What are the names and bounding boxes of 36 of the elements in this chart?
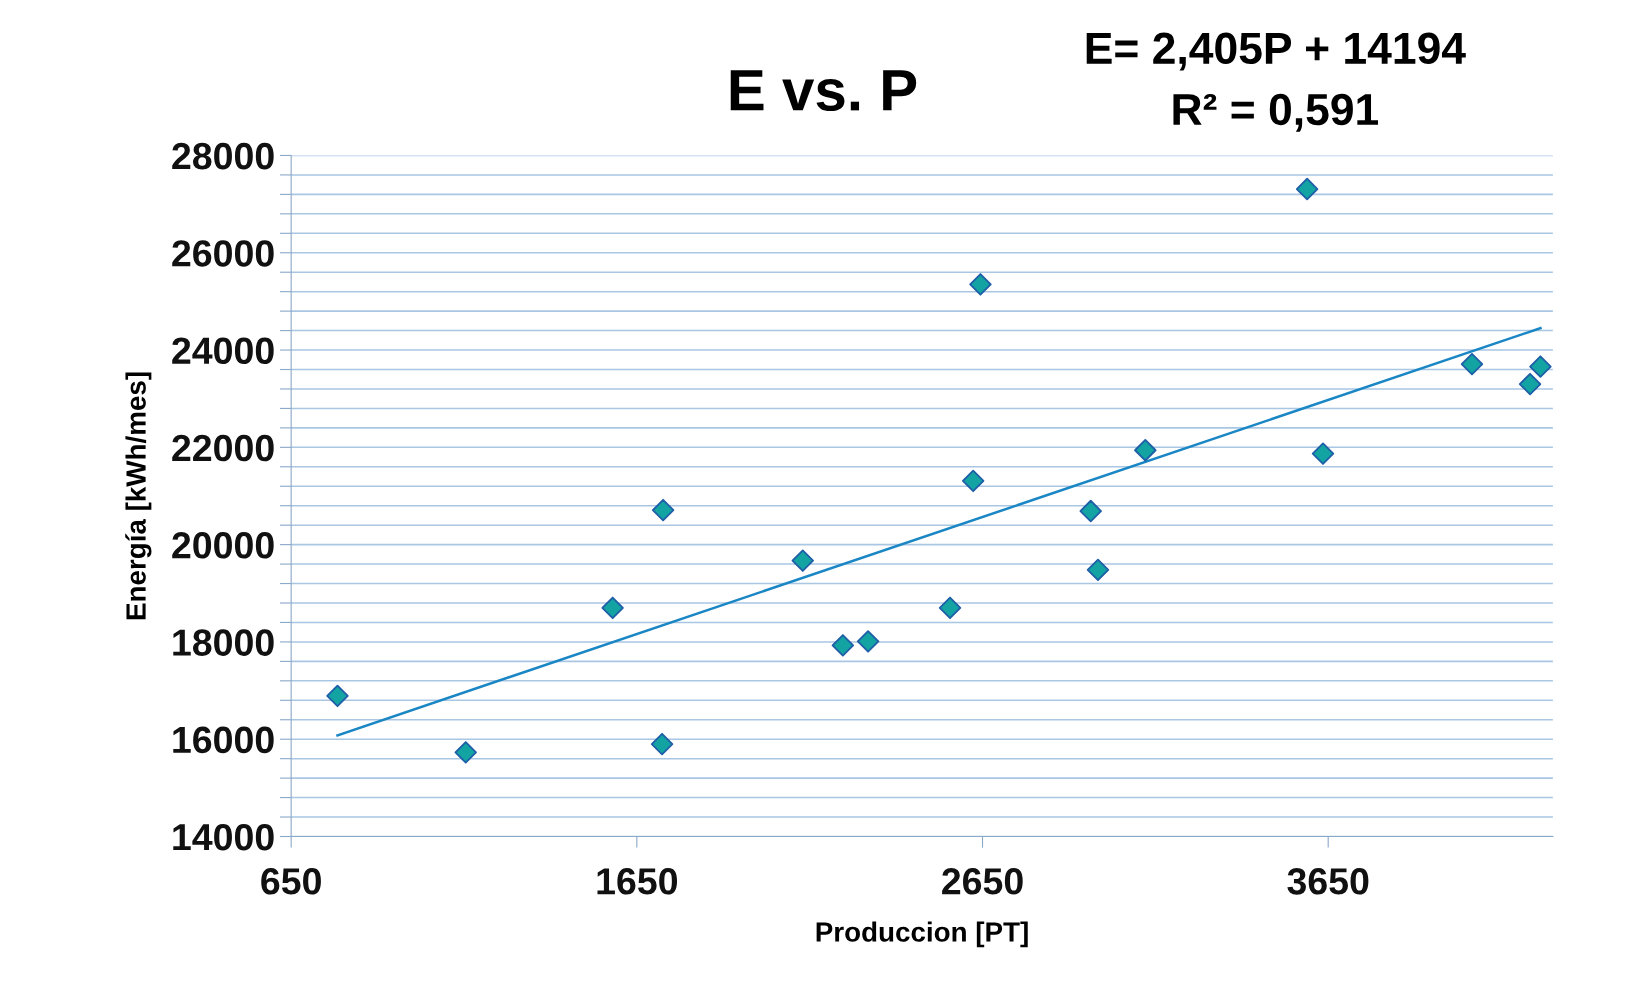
point (454, 741, 477, 764)
x-tick-label: 2650 (942, 868, 1023, 895)
point (1518, 372, 1542, 396)
point (1086, 558, 1110, 582)
y-tick-label: 20000 (172, 532, 274, 559)
y-tick-label: 16000 (173, 726, 274, 754)
chart-title: E vs. P (730, 70, 917, 111)
point (1460, 352, 1484, 376)
y-tick-label: 24000 (172, 337, 274, 364)
y-axis-title: Energía [kWh/mes] (125, 372, 152, 620)
x-axis-title: Produccion [PT] (816, 921, 1028, 948)
point (1079, 499, 1102, 523)
point (1295, 177, 1319, 201)
point (326, 684, 349, 708)
x-tick-label: 650 (261, 868, 321, 895)
x-tick-label: 1650 (597, 868, 678, 895)
point (856, 630, 880, 653)
point (791, 549, 814, 572)
point (831, 634, 855, 657)
point (1134, 439, 1157, 462)
point (969, 273, 992, 296)
point (938, 596, 962, 620)
point (1529, 355, 1552, 378)
point (650, 732, 674, 756)
y-tick-label: 22000 (172, 434, 274, 462)
point (1311, 442, 1335, 465)
y-tick-label: 28000 (172, 142, 274, 170)
point (961, 469, 985, 493)
point (601, 596, 624, 620)
text: E= 2,405P + 14194 (1086, 32, 1466, 71)
y-tick-label: 26000 (172, 240, 274, 267)
x-tick-label: 3650 (1287, 868, 1369, 895)
y-tick-label: 14000 (173, 823, 274, 851)
point (651, 498, 675, 522)
text: R² = 0,591 (1173, 93, 1379, 132)
y-tick-label: 18000 (173, 629, 274, 656)
